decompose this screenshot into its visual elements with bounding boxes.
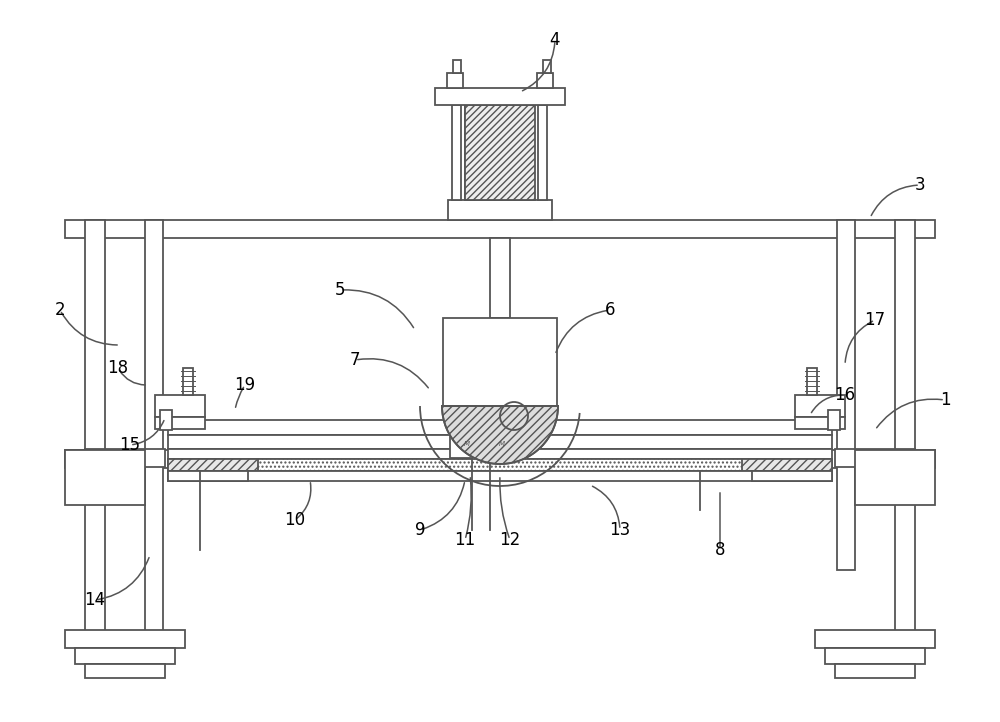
Bar: [795, 395, 845, 417]
Bar: [168, 471, 832, 481]
Text: 4: 4: [550, 31, 560, 49]
Bar: [752, 471, 832, 481]
Bar: [435, 88, 565, 105]
Text: M: M: [464, 441, 470, 447]
Bar: [525, 105, 534, 200]
Bar: [65, 450, 935, 468]
Bar: [538, 105, 547, 200]
Bar: [825, 648, 925, 664]
Bar: [828, 410, 840, 430]
Bar: [485, 430, 520, 458]
Bar: [465, 105, 535, 200]
Bar: [835, 664, 915, 678]
Bar: [168, 449, 832, 459]
Bar: [168, 471, 248, 481]
Bar: [160, 410, 172, 430]
Bar: [543, 60, 551, 73]
Bar: [75, 648, 175, 664]
Bar: [452, 105, 461, 200]
Bar: [447, 73, 463, 88]
Bar: [795, 417, 845, 429]
Text: 15: 15: [119, 436, 141, 454]
Bar: [742, 459, 832, 471]
Bar: [855, 450, 935, 505]
Text: 6: 6: [605, 301, 615, 319]
Wedge shape: [442, 406, 558, 464]
Polygon shape: [442, 406, 558, 464]
Bar: [895, 220, 915, 635]
Bar: [65, 630, 185, 648]
Bar: [453, 60, 461, 73]
Text: 17: 17: [864, 311, 886, 329]
Bar: [168, 459, 258, 471]
Text: 13: 13: [609, 521, 631, 539]
Bar: [450, 430, 485, 458]
Bar: [65, 450, 145, 505]
Bar: [537, 73, 553, 88]
Bar: [85, 220, 105, 635]
Bar: [835, 449, 915, 467]
Text: 9: 9: [415, 521, 425, 539]
Bar: [85, 664, 165, 678]
Bar: [807, 368, 817, 395]
Text: 5: 5: [335, 281, 345, 299]
Bar: [168, 435, 832, 449]
Bar: [65, 220, 935, 238]
Bar: [155, 395, 205, 417]
Text: M: M: [499, 441, 505, 447]
Text: 14: 14: [84, 591, 106, 609]
Text: 3: 3: [915, 176, 925, 194]
Text: 7: 7: [350, 351, 360, 369]
Bar: [490, 238, 510, 318]
Text: 1: 1: [940, 391, 950, 409]
Bar: [155, 417, 205, 429]
Bar: [168, 459, 832, 471]
Text: 16: 16: [834, 386, 856, 404]
Bar: [465, 105, 474, 200]
Text: 19: 19: [234, 376, 256, 394]
Bar: [448, 200, 552, 220]
Text: 18: 18: [107, 359, 129, 377]
Bar: [168, 420, 832, 435]
Bar: [145, 220, 163, 670]
Bar: [815, 630, 935, 648]
Text: 10: 10: [284, 511, 306, 529]
Text: 2: 2: [55, 301, 65, 319]
Bar: [837, 220, 855, 570]
Text: 12: 12: [499, 531, 521, 549]
Bar: [443, 318, 557, 406]
Bar: [85, 449, 165, 467]
Text: 8: 8: [715, 541, 725, 559]
Bar: [183, 368, 193, 395]
Text: 11: 11: [454, 531, 476, 549]
